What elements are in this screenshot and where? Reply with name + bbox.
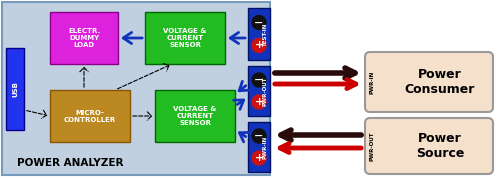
Bar	[50, 90, 130, 142]
Text: PWR-IN: PWR-IN	[370, 70, 374, 94]
Text: PWR-IN: PWR-IN	[262, 135, 268, 159]
Circle shape	[252, 15, 266, 30]
Text: POWER ANALYZER: POWER ANALYZER	[17, 158, 124, 168]
Text: MICRO-
CONTROLLER: MICRO- CONTROLLER	[64, 109, 116, 123]
Text: −: −	[254, 75, 264, 85]
Text: +: +	[254, 153, 264, 163]
Bar	[145, 12, 225, 64]
Bar	[50, 12, 118, 64]
Text: Power
Consumer: Power Consumer	[405, 68, 475, 96]
Text: PWR-OUT: PWR-OUT	[370, 131, 374, 161]
Text: PWR-OUT: PWR-OUT	[262, 76, 268, 106]
Circle shape	[252, 73, 266, 87]
Bar	[248, 66, 270, 116]
Bar	[6, 48, 24, 130]
Circle shape	[252, 39, 266, 52]
Text: VOLTAGE &
CURRENT
SENSOR: VOLTAGE & CURRENT SENSOR	[164, 28, 206, 48]
FancyBboxPatch shape	[365, 118, 493, 174]
Text: USB: USB	[12, 81, 18, 97]
Bar	[155, 90, 235, 142]
Circle shape	[252, 151, 266, 165]
FancyBboxPatch shape	[365, 52, 493, 112]
Bar	[2, 2, 270, 175]
Bar	[248, 122, 270, 172]
Text: +: +	[254, 97, 264, 107]
Text: VOLTAGE &
CURRENT
SENSOR: VOLTAGE & CURRENT SENSOR	[174, 106, 216, 126]
Text: +: +	[254, 40, 264, 50]
Text: TEST-IN: TEST-IN	[262, 22, 268, 46]
Text: ELECTR.
DUMMY
LOAD: ELECTR. DUMMY LOAD	[68, 28, 100, 48]
Text: −: −	[254, 131, 264, 141]
Circle shape	[252, 129, 266, 143]
Text: −: −	[254, 18, 264, 28]
Text: Power
Source: Power Source	[416, 132, 464, 160]
Bar	[248, 8, 270, 60]
Circle shape	[252, 95, 266, 109]
